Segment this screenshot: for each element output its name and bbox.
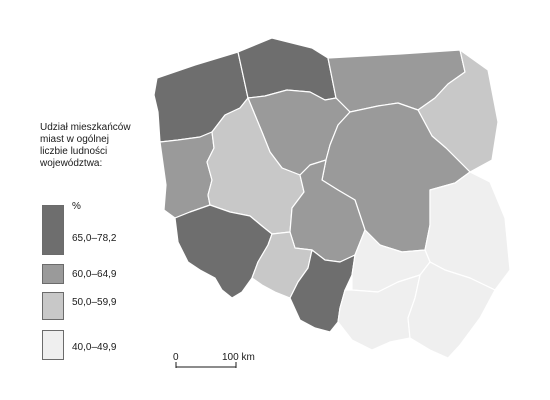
legend-label-class-2: 60,0–64,9 [72,269,117,280]
region-podkarpackie [407,261,496,359]
scale-bar [175,362,237,368]
legend-title: Udział mieszkańców miast w ogólnej liczb… [40,122,131,169]
legend-unit: % [72,201,81,212]
scale-end-label: 100 km [222,352,255,363]
legend-label-class-3: 50,0–59,9 [72,297,117,308]
scale-start-label: 0 [173,352,179,363]
legend-swatch-class-1 [42,205,64,255]
legend-label-class-1: 65,0–78,2 [72,233,117,244]
legend-swatch-class-3 [42,292,64,320]
legend-swatch-class-4 [42,330,64,360]
legend-swatch-class-2 [42,264,64,284]
legend-label-class-4: 40,0–49,9 [72,342,117,353]
